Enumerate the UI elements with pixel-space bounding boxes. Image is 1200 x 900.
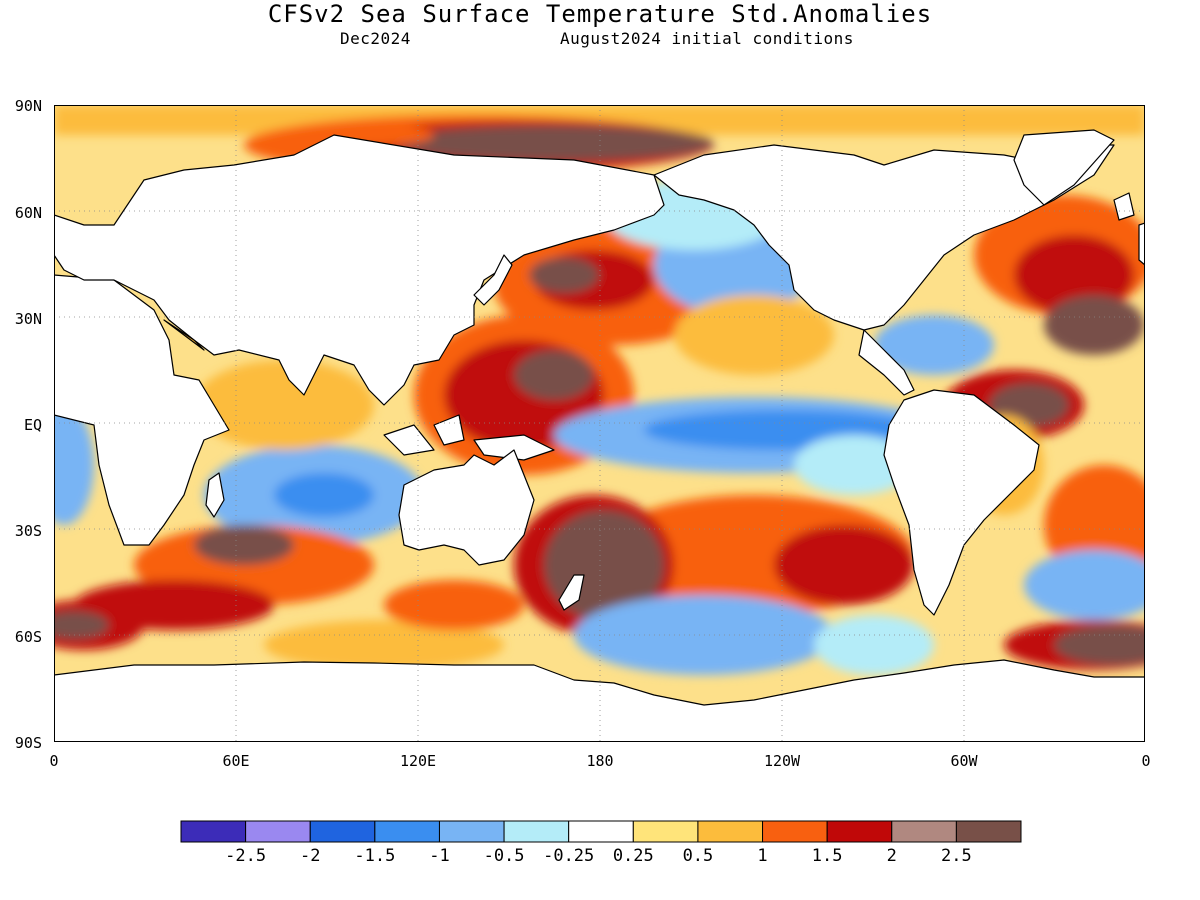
lat-label-30n: 30N <box>14 310 42 328</box>
colorbar-swatch <box>891 820 957 843</box>
colorbar-swatch <box>245 820 311 843</box>
colorbar-label: -1 <box>429 846 450 866</box>
colorbar <box>180 820 1022 843</box>
lat-label-60s: 60S <box>14 628 42 646</box>
forecast-month: Dec2024 <box>340 29 411 48</box>
colorbar-label: -0.25 <box>543 846 595 866</box>
colorbar-label: 1 <box>757 846 768 866</box>
colorbar-swatch <box>955 820 1022 843</box>
colorbar-label: -2 <box>299 846 321 866</box>
colorbar-label: 2 <box>886 846 897 866</box>
graticule <box>54 105 1145 742</box>
map-title: CFSv2 Sea Surface Temperature Std.Anomal… <box>267 0 933 28</box>
sst-anomaly-map <box>54 105 1145 742</box>
lon-label-120w: 120W <box>763 752 801 770</box>
colorbar-label: 1.5 <box>811 846 843 866</box>
colorbar-swatch <box>826 820 893 843</box>
colorbar-swatch <box>568 820 634 843</box>
lat-label-60n: 60N <box>14 204 42 222</box>
colorbar-label: -1.5 <box>354 846 396 866</box>
lat-label-90s: 90S <box>14 734 42 752</box>
lat-label-90n: 90N <box>14 97 42 115</box>
lat-label-eq: EQ <box>23 416 42 434</box>
colorbar-swatch <box>503 820 570 843</box>
colorbar-label: 2.5 <box>941 846 972 866</box>
colorbar-swatch <box>374 820 440 843</box>
colorbar-swatch <box>180 820 247 843</box>
colorbar-swatch <box>697 820 764 843</box>
anomaly-field <box>54 105 1145 675</box>
colorbar-swatch <box>762 820 828 843</box>
colorbar-label: -0.5 <box>483 846 525 866</box>
continents <box>54 129 1145 742</box>
colorbar-swatch <box>632 820 699 843</box>
initial-conditions: August2024 initial conditions <box>560 29 854 48</box>
colorbar-label: 0.5 <box>682 846 714 866</box>
colorbar-swatch <box>438 820 505 843</box>
lat-label-30s: 30S <box>14 522 42 540</box>
lon-label-120e: 120E <box>399 752 437 770</box>
colorbar-swatch <box>309 820 376 843</box>
lon-label-60w: 60W <box>950 752 978 770</box>
lon-label-180: 180 <box>586 752 614 770</box>
colorbar-label: -2.5 <box>225 846 267 866</box>
lon-label-0: 0 <box>49 752 59 770</box>
map-frame <box>54 105 1145 742</box>
lon-label-60e: 60E <box>222 752 250 770</box>
colorbar-label: 0.25 <box>612 846 654 866</box>
lon-label-0-east: 0 <box>1141 752 1151 770</box>
